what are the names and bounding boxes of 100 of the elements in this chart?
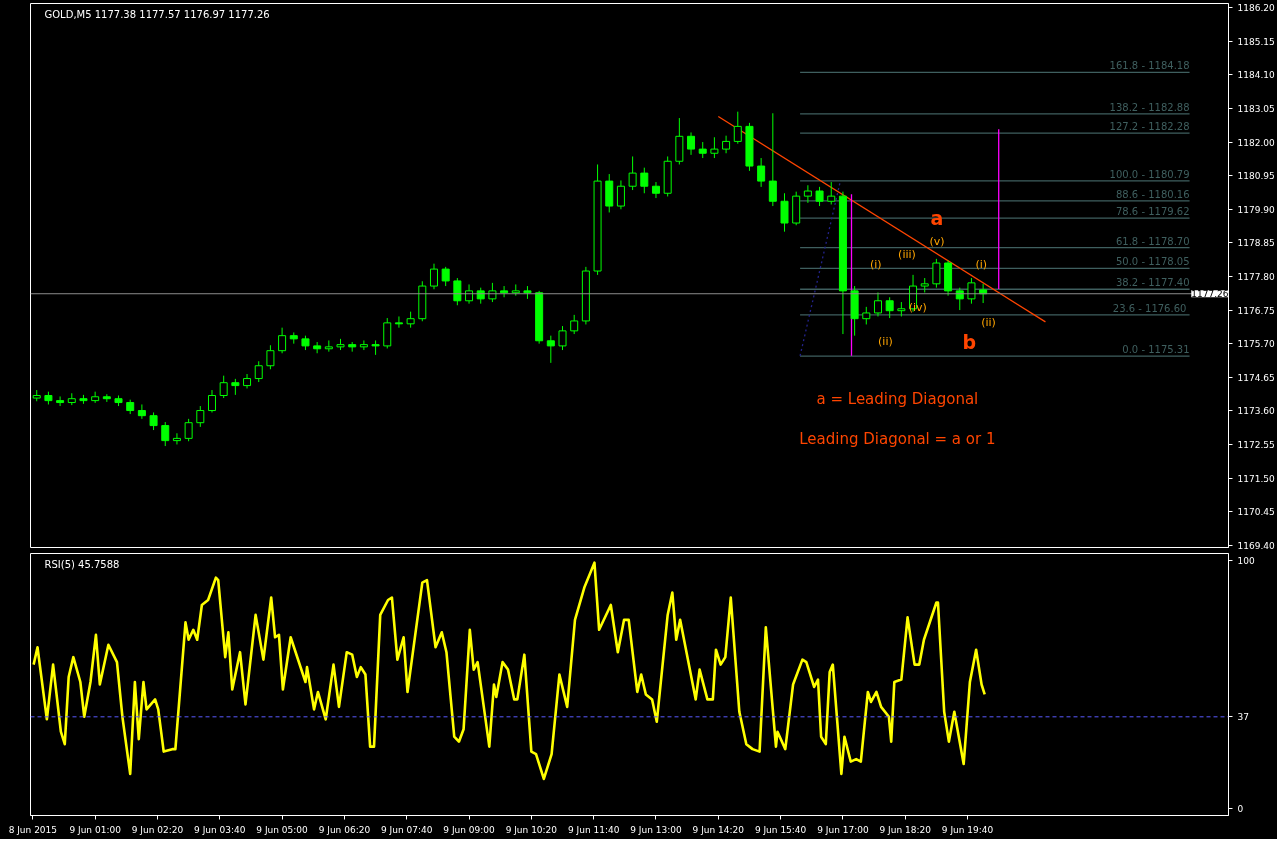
candlestick [873, 291, 882, 317]
candlestick [441, 266, 450, 287]
y-tick-label: 1177.80 [1237, 271, 1275, 282]
x-tick-label: 9 Jun 18:20 [879, 824, 932, 835]
candlestick [394, 315, 403, 329]
text: RSI(5) 45.7588 [44, 558, 120, 570]
series-label: 161.8 - 1184.18 [1109, 60, 1190, 72]
x-tick-label: 9 Jun 15:40 [754, 824, 807, 835]
y-tick-label: 0 [1237, 804, 1244, 815]
candlestick [56, 395, 65, 407]
series-label: 100.0 - 1180.79 [1109, 168, 1190, 180]
candlestick [254, 360, 263, 383]
candlestick [465, 283, 474, 305]
y-tick-label: 1185.15 [1237, 36, 1275, 47]
annotation: a [930, 206, 944, 229]
y-tick-label: 1184.10 [1237, 70, 1275, 81]
y-tick-label: 1180.95 [1237, 171, 1275, 182]
series-label: 127.2 - 1182.28 [1109, 121, 1190, 133]
candlestick [137, 403, 146, 420]
x-tick-label: 9 Jun 05:00 [256, 824, 309, 835]
candlestick [184, 418, 193, 442]
candlestick [453, 277, 462, 306]
x-tick-label: 9 Jun 07:40 [381, 824, 433, 835]
annotation: (i) [975, 258, 988, 272]
x-tick-label: 9 Jun 03:40 [194, 824, 246, 835]
candlestick [219, 375, 228, 399]
candlestick [266, 344, 275, 370]
candlestick [313, 341, 322, 354]
y-tick-label: 1171.50 [1237, 473, 1275, 484]
y-tick-label: 1176.75 [1237, 305, 1275, 316]
annotation: (i) [869, 258, 882, 272]
candlestick [768, 112, 777, 207]
candlestick [616, 179, 625, 210]
candlestick [651, 181, 660, 199]
candlestick [558, 325, 567, 351]
annotation: Leading Diagonal = a or 1 [799, 429, 996, 448]
y-tick-label: 1178.85 [1237, 238, 1275, 249]
series-label: 88.6 - 1180.16 [1115, 188, 1190, 200]
annotation: a = Leading Diagonal [816, 389, 979, 408]
annotation: (ii) [981, 316, 996, 330]
x-tick-label: 9 Jun 01:00 [69, 824, 122, 835]
series-label: 23.6 - 1176.60 [1112, 302, 1187, 314]
candlestick [359, 339, 368, 351]
series-label: 78.6 - 1179.62 [1115, 206, 1190, 218]
y-tick-label: 37 [1237, 712, 1249, 723]
candlestick [967, 277, 976, 305]
candlestick [383, 317, 392, 349]
candlestick [161, 421, 170, 447]
candlestick [733, 111, 742, 145]
x-tick-label: 9 Jun 13:00 [630, 824, 682, 835]
candlestick [500, 285, 509, 298]
candlestick [628, 155, 637, 191]
x-tick-label: 9 Jun 19:40 [941, 824, 994, 835]
annotation: b [962, 330, 977, 353]
y-tick-label: 1169.40 [1237, 540, 1275, 551]
x-tick-label: 9 Jun 02:20 [131, 824, 184, 835]
candlestick [278, 327, 287, 354]
y-tick-label: 1172.55 [1237, 439, 1275, 450]
x-tick-label: 9 Jun 09:00 [443, 824, 496, 835]
candlestick [196, 405, 205, 428]
y-tick-label: 1170.45 [1237, 507, 1275, 518]
candlestick [827, 181, 836, 205]
x-tick-label: 9 Jun 06:20 [318, 824, 371, 835]
candlestick [710, 136, 719, 159]
candlestick [640, 167, 649, 194]
series-label: 38.2 - 1177.40 [1115, 277, 1190, 289]
series-label: 61.8 - 1178.70 [1115, 235, 1190, 247]
y-tick-label: 1174.65 [1237, 372, 1275, 383]
y-tick-label: 1179.90 [1237, 204, 1275, 215]
x-tick-label: 9 Jun 14:20 [692, 824, 745, 835]
text: GOLD,M5 1177.38 1177.57 1176.97 1177.26 [44, 8, 270, 20]
candlestick [207, 389, 216, 413]
y-tick-label: 1175.70 [1237, 339, 1275, 350]
candlestick [803, 184, 812, 204]
y-tick-label: 1183.05 [1237, 103, 1275, 114]
candlestick [932, 258, 941, 289]
candlestick [885, 296, 894, 319]
candlestick [546, 335, 555, 364]
series-label: 138.2 - 1182.88 [1109, 101, 1190, 113]
x-tick-label: 9 Jun 10:20 [505, 824, 558, 835]
annotation: (v) [929, 235, 945, 249]
annotation: (iii) [898, 248, 916, 262]
x-tick-label: 9 Jun 11:40 [567, 824, 620, 835]
candlestick [570, 314, 579, 335]
y-tick-label: 100 [1237, 555, 1255, 566]
candlestick [172, 432, 181, 445]
candlestick [815, 186, 824, 207]
x-tick-label: 9 Jun 17:00 [817, 824, 869, 835]
y-tick-label: 1186.20 [1237, 3, 1275, 14]
annotation: (ii) [878, 334, 893, 348]
candlestick [780, 192, 789, 233]
x-tick-label: 8 Jun 2015 [8, 824, 58, 835]
series-label: 0.0 - 1175.31 [1122, 344, 1190, 356]
candlestick [687, 131, 696, 156]
candlestick [429, 263, 438, 290]
annotation: (iv) [908, 301, 927, 315]
line-series [32, 561, 986, 781]
candlestick [757, 157, 766, 188]
ref-line-label: 1177.26 [1191, 289, 1229, 300]
series-label: 50.0 - 1178.05 [1115, 256, 1190, 268]
